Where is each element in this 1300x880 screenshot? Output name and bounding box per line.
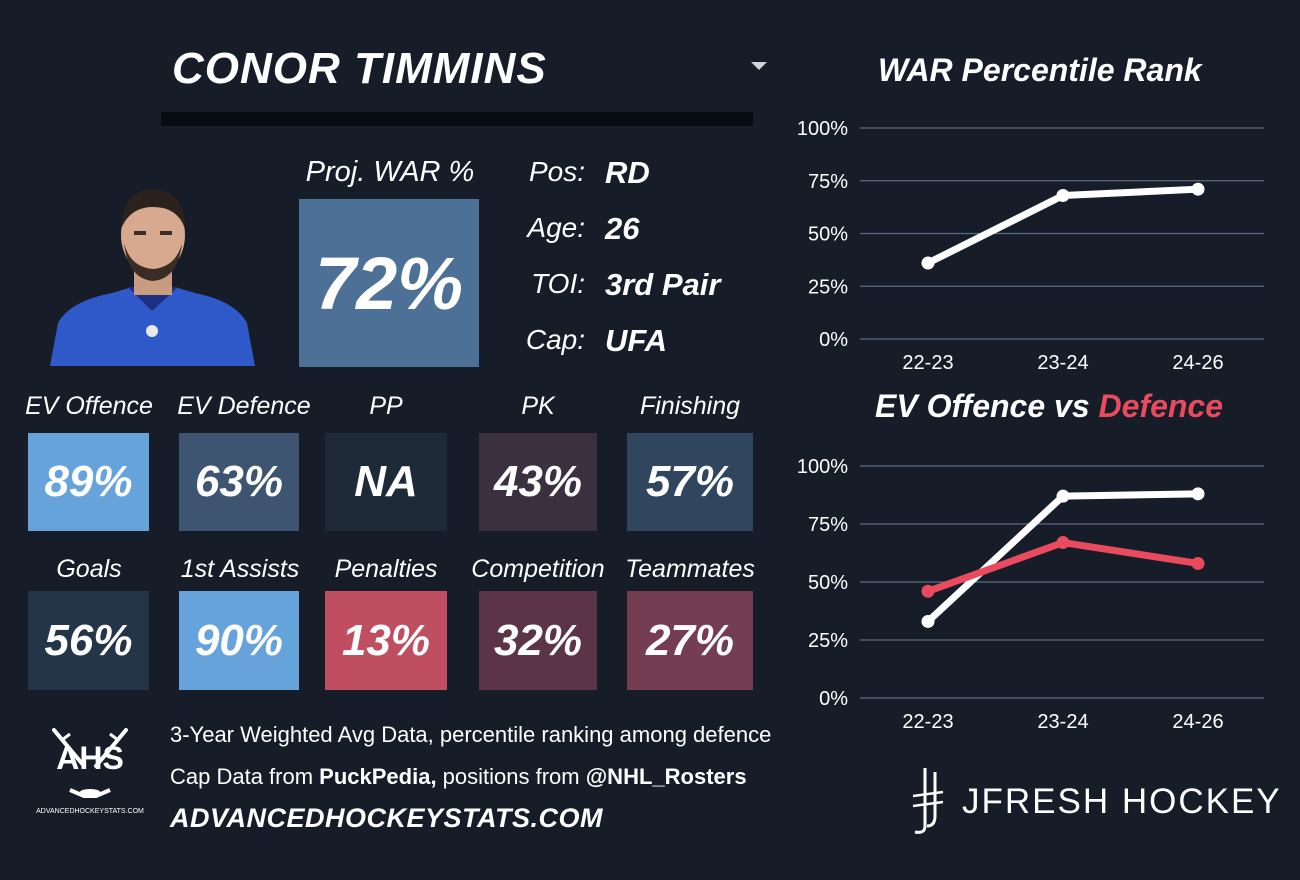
- competition-label: Competition: [471, 555, 605, 583]
- ev-offence-defence-chart: 0% 25% 50% 75% 100% 22-23 23-24 24-26: [797, 456, 1264, 733]
- name-underline: [161, 112, 753, 126]
- ev-chart-title-part2: Defence: [1098, 388, 1224, 424]
- war-percentile-chart: 0% 25% 50% 75% 100% 22-23 23-24 24-26: [797, 118, 1264, 374]
- y-tick-label: 50%: [808, 572, 848, 594]
- proj-war-value: 72%: [299, 199, 479, 367]
- player-select-caret-icon[interactable]: [751, 62, 767, 70]
- ev-defence-box: 63%: [179, 433, 299, 531]
- y-tick-label: 75%: [808, 171, 848, 193]
- ahs-logo: AHS ADVANCEDHOCKEYSTATS.COM: [36, 726, 144, 821]
- age-value: 26: [605, 211, 640, 246]
- data-point: [1056, 189, 1070, 203]
- data-point: [921, 256, 935, 270]
- ev-chart-title: EV Offence vs Defence: [875, 388, 1223, 425]
- goals-label: Goals: [56, 555, 122, 583]
- player-name: CONOR TIMMINS: [172, 44, 547, 93]
- x-tick-label: 23-24: [1037, 711, 1088, 733]
- war-chart-title: WAR Percentile Rank: [878, 52, 1202, 88]
- data-point: [1056, 489, 1070, 503]
- ahs-logo-subtext: ADVANCEDHOCKEYSTATS.COM: [36, 808, 144, 815]
- first-assists-box: 90%: [179, 591, 299, 690]
- y-tick-label: 25%: [808, 276, 848, 298]
- penalties-label: Penalties: [334, 555, 438, 583]
- teammates-label: Teammates: [625, 555, 755, 583]
- penalties-box: 13%: [325, 591, 447, 690]
- toi-value: 3rd Pair: [605, 267, 721, 302]
- x-tick-label: 22-23: [902, 711, 953, 733]
- age-label: Age:: [527, 212, 585, 243]
- cap-label: Cap:: [525, 324, 585, 355]
- data-point: [1191, 556, 1205, 570]
- ev-offence-box: 89%: [28, 433, 149, 531]
- jfresh-hockey-brand: JFRESH HOCKEY: [962, 782, 1282, 821]
- goals-box: 56%: [28, 591, 149, 690]
- position-value: RD: [605, 155, 650, 190]
- pp-label: PP: [369, 392, 403, 420]
- ev-offence-label: EV Offence: [25, 392, 153, 420]
- y-tick-label: 25%: [808, 630, 848, 652]
- position-label: Pos:: [528, 156, 585, 187]
- y-tick-label: 75%: [808, 514, 848, 536]
- data-point: [1191, 487, 1205, 501]
- toi-label: TOI:: [531, 268, 585, 299]
- first-assists-label: 1st Assists: [180, 555, 300, 583]
- competition-box: 32%: [479, 591, 597, 690]
- player-photo: [50, 183, 255, 366]
- teammates-box: 27%: [627, 591, 753, 690]
- data-point: [1056, 536, 1070, 550]
- x-tick-label: 22-23: [902, 352, 953, 374]
- jfresh-logo-icon: [905, 766, 947, 841]
- footer-note-data: 3-Year Weighted Avg Data, percentile ran…: [170, 722, 772, 747]
- data-point: [921, 584, 935, 598]
- y-tick-label: 100%: [797, 118, 848, 140]
- y-tick-label: 0%: [819, 688, 848, 710]
- data-point: [1191, 182, 1205, 196]
- pk-box: 43%: [479, 433, 597, 531]
- y-tick-label: 50%: [808, 224, 848, 246]
- ahs-logo-text: AHS: [56, 740, 124, 776]
- player-photo-svg: [50, 189, 255, 366]
- x-tick-label: 23-24: [1037, 352, 1088, 374]
- proj-war-label: Proj. WAR %: [305, 156, 475, 188]
- footer-positions-text: positions from: [436, 764, 586, 789]
- footer-cap-prefix: Cap Data from: [170, 764, 320, 789]
- site-link[interactable]: ADVANCEDHOCKEYSTATS.COM: [170, 803, 604, 833]
- hockey-sticks-icon: [52, 728, 128, 798]
- footer-note-sources: Cap Data from PuckPedia, positions from …: [170, 764, 747, 790]
- finishing-box: 57%: [627, 433, 753, 531]
- ev-defence-label: EV Defence: [177, 392, 311, 420]
- pp-box: NA: [325, 433, 447, 531]
- y-tick-label: 0%: [819, 329, 848, 351]
- finishing-label: Finishing: [639, 392, 741, 420]
- pk-label: PK: [521, 392, 555, 420]
- ev-chart-title-part1: EV Offence vs: [875, 388, 1099, 424]
- x-tick-label: 24-26: [1172, 711, 1223, 733]
- data-point: [921, 614, 935, 628]
- x-tick-label: 24-26: [1172, 352, 1223, 374]
- cap-value: UFA: [605, 323, 667, 358]
- nhl-rosters-link[interactable]: @NHL_Rosters: [585, 764, 747, 789]
- y-tick-label: 100%: [797, 456, 848, 478]
- puckpedia-link[interactable]: PuckPedia,: [319, 764, 437, 789]
